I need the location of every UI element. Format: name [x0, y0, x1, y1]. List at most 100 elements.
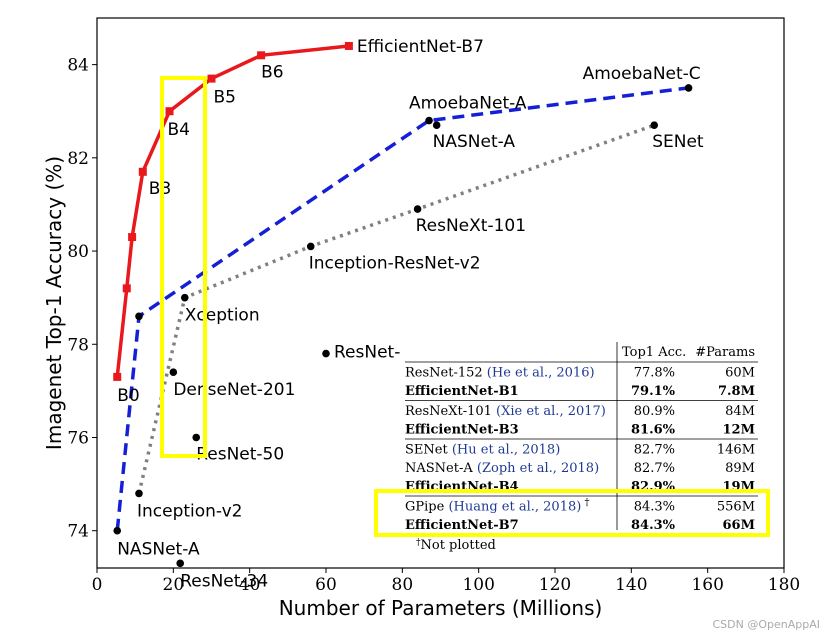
table-header-acc: Top1 Acc. [622, 345, 686, 360]
comparison-table: Top1 Acc. #Params ResNet-152 (He et al., 2… [400, 340, 762, 556]
table-acc-value: 81.6% [631, 423, 676, 438]
data-point-b6 [257, 51, 266, 60]
x-tick-label: 60 [315, 575, 337, 595]
table-params-value: 7.8M [718, 384, 755, 399]
table-acc-value: 77.8% [634, 366, 675, 381]
label-efficientnet-b7: EfficientNet-B7 [357, 37, 484, 57]
label-nasnet-a: NASNet-A [433, 132, 516, 152]
x-tick-label: 40 [239, 575, 261, 595]
y-tick-label: 76 [67, 428, 89, 448]
x-tick-label: 100 [462, 575, 494, 595]
table-model-nasnet-a: NASNet-A (Zoph et al., 2018) [405, 461, 599, 476]
series-line-nas-models [115, 86, 689, 531]
data-point-inception-v2 [135, 489, 143, 498]
table-model-resnet-152: ResNet-152 (He et al., 2016) [405, 366, 595, 381]
table-params-value: 60M [725, 366, 755, 381]
label-b5: B5 [214, 88, 236, 108]
series-efficientnet [113, 41, 353, 381]
table-acc-value: 79.1% [631, 384, 676, 399]
label-b0: B0 [117, 386, 139, 406]
series-nas-models [113, 84, 693, 535]
watermark: CSDN @OpenAppAI [713, 618, 821, 631]
table-params-value: 89M [725, 461, 755, 476]
table-acc-value: 84.3% [631, 518, 676, 533]
label-inception-v2: Inception-v2 [137, 501, 243, 521]
x-tick-label: 160 [691, 575, 723, 595]
table-params-value: 84M [725, 404, 755, 419]
data-point-resnet-50 [192, 433, 201, 442]
data-point-inception-resnet-v2 [306, 242, 315, 251]
label-densenet-201: DenseNet-201 [173, 380, 295, 400]
data-point-nasnet-a [113, 526, 122, 535]
data-point-b0 [113, 372, 122, 381]
y-tick-label: 78 [67, 335, 89, 355]
table-params-value: 12M [723, 423, 755, 438]
data-point-resnext-101 [413, 205, 422, 213]
label-nasnet-a: NASNet-A [117, 540, 200, 560]
table-params-value: 66M [723, 518, 755, 533]
label-amoebanet-a: AmoebaNet-A [409, 94, 527, 114]
table-footnote: †Not plotted [416, 538, 496, 553]
y-tick-label: 74 [67, 522, 89, 542]
series-line-efficientnet [115, 44, 350, 378]
plot-frame [96, 17, 785, 569]
label-b4: B4 [168, 120, 190, 140]
series-other-models [169, 121, 441, 568]
data-point-xception [180, 293, 189, 302]
data-point-resnet-152 [322, 349, 330, 358]
table-model-efficientnet-b7: EfficientNet-B7 [405, 518, 519, 533]
label-resnext-101: ResNeXt-101 [416, 216, 526, 236]
table-model-senet: SENet (Hu et al., 2018) [405, 443, 560, 458]
data-point-efficientnet-7-8 [122, 284, 131, 293]
highlights [160, 76, 770, 537]
highlight-box-b7-row [374, 489, 770, 537]
y-axis-title: Imagenet Top-1 Accuracy (%) [42, 156, 66, 450]
x-tick-label: 180 [768, 575, 800, 595]
table-model-efficientnet-b1: EfficientNet-B1 [405, 384, 519, 399]
y-tick-label: 84 [67, 56, 89, 76]
data-point-b4 [165, 107, 174, 116]
label-resnet-34: ResNet-34 [180, 571, 268, 591]
series-group [113, 41, 693, 568]
table-model-resnext-101: ResNeXt-101 (Xie et al., 2017) [405, 404, 606, 419]
data-point-efficientnet-9-2 [128, 233, 137, 242]
x-tick-label: 20 [163, 575, 185, 595]
label-inception-resnet-v2: Inception-ResNet-v2 [309, 253, 481, 273]
data-point-efficientnet-b7 [344, 41, 353, 50]
data-point-nas-models-11 [135, 312, 143, 321]
data-point-amoebanet-c [684, 84, 693, 92]
table-acc-value: 82.7% [634, 443, 675, 458]
table-model-efficientnet-b3: EfficientNet-B3 [405, 423, 519, 438]
data-point-resnet-34 [176, 559, 185, 568]
table-params-value: 556M [717, 500, 755, 515]
data-point-nasnet-a [432, 121, 441, 130]
data-point-senet [650, 121, 659, 130]
x-tick-label: 120 [539, 575, 571, 595]
label-amoebanet-c: AmoebaNet-C [583, 64, 701, 84]
label-senet: SENet [652, 132, 704, 152]
data-point-amoebanet-a [425, 116, 433, 125]
label-b6: B6 [261, 62, 283, 82]
label-xception: Xception [185, 306, 260, 326]
series-hand-designed-models [135, 121, 659, 498]
data-point-densenet-201 [169, 368, 178, 377]
x-tick-label: 140 [615, 575, 647, 595]
table-acc-value: 84.3% [634, 500, 675, 515]
axes: 0 20 40 60 80 100 120 140 160 180 74 76 78 80 82 84 Numb… [42, 17, 800, 620]
x-axis-title: Number of Parameters (Millions) [279, 596, 603, 620]
data-point-b5 [207, 74, 216, 83]
table-params-value: 146M [717, 443, 755, 458]
y-tick-label: 82 [67, 149, 89, 169]
y-tick-label: 80 [67, 242, 89, 262]
highlight-box-b4 [160, 76, 207, 458]
table-acc-value: 82.7% [634, 461, 675, 476]
table-header-params: #Params [695, 345, 755, 360]
x-tick-label: 0 [92, 575, 103, 595]
data-point-b3 [138, 167, 147, 176]
x-tick-label: 80 [392, 575, 414, 595]
table-background [400, 340, 762, 556]
table-acc-value: 80.9% [634, 404, 675, 419]
label-resnet-50: ResNet-50 [196, 444, 284, 464]
table-model-gpipe: GPipe (Huang et al., 2018) † [405, 498, 590, 515]
